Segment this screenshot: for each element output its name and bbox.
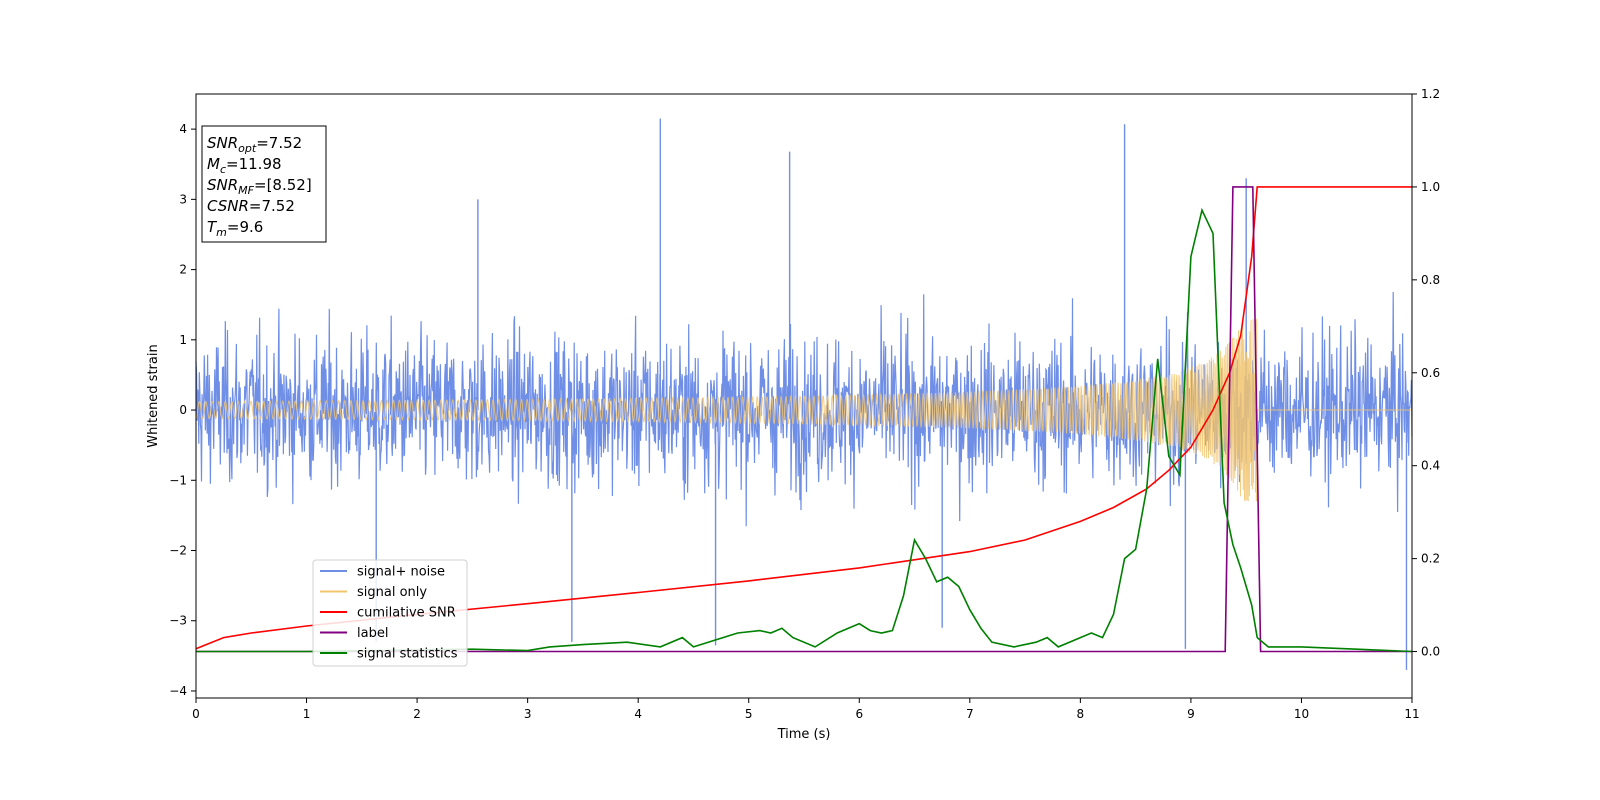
y-left-tick-label: −4	[169, 684, 187, 698]
annotation-box: SNRopt=7.52Mc=11.98SNRMF=[8.52]CSNR=7.52…	[201, 125, 327, 243]
y-right-tick-label: 0.2	[1421, 552, 1440, 566]
y-left-tick-label: 3	[179, 192, 187, 206]
x-tick-label: 5	[745, 707, 753, 721]
legend-label-2: cumilative SNR	[357, 606, 456, 621]
x-tick-label: 11	[1404, 707, 1419, 721]
y-axis-left-ticks: −4 −3 −2 −1 0 1 2 3 4	[169, 122, 196, 698]
annotation-line-2: SNRMF=[8.52]	[207, 176, 312, 197]
x-tick-label: 7	[966, 707, 974, 721]
signal-only-line	[195, 318, 1412, 502]
y-left-tick-label: −1	[169, 473, 187, 487]
annotation-line-4: Tm=9.6	[207, 218, 263, 239]
legend-label-0: signal+ noise	[357, 565, 445, 580]
y-left-tick-label: 0	[179, 403, 187, 417]
x-tick-label: 6	[855, 707, 863, 721]
x-tick-label: 9	[1187, 707, 1195, 721]
y-right-tick-label: 1.2	[1421, 87, 1440, 101]
x-tick-label: 3	[524, 707, 532, 721]
annotation-line-0: SNRopt=7.52	[207, 134, 302, 155]
legend: signal+ noise signal only cumilative SNR la…	[312, 559, 468, 667]
y-left-tick-label: −3	[169, 614, 187, 628]
x-axis-ticks: 0 1 2 3 4 5 6 7 8 9 10 11	[192, 698, 1420, 721]
series-signal-statistics	[196, 207, 1413, 653]
series-label	[196, 186, 1412, 653]
y-left-tick-label: 1	[179, 333, 187, 347]
x-axis-label: Time (s)	[777, 727, 831, 742]
legend-label-1: signal only	[357, 585, 427, 600]
y-right-tick-label: 0.0	[1421, 645, 1440, 659]
series-signal-only	[195, 318, 1412, 502]
y-axis-right-ticks: 0.0 0.2 0.4 0.6 0.8 1.0 1.2	[1412, 87, 1440, 659]
y-right-tick-label: 0.6	[1421, 366, 1440, 380]
x-tick-label: 4	[634, 707, 642, 721]
x-tick-label: 0	[192, 707, 200, 721]
y-right-tick-label: 0.4	[1421, 459, 1440, 473]
y-axis-label: Whitened strain	[146, 344, 161, 447]
legend-label-4: signal statistics	[357, 647, 458, 662]
annotation-line-1: Mc=11.98	[207, 155, 282, 176]
y-left-tick-label: −2	[169, 544, 187, 558]
y-left-tick-label: 4	[179, 122, 187, 136]
x-tick-label: 2	[413, 707, 421, 721]
y-right-tick-label: 1.0	[1421, 180, 1440, 194]
x-tick-label: 8	[1077, 707, 1085, 721]
plot-frame	[195, 93, 1413, 699]
x-tick-label: 1	[303, 707, 311, 721]
x-tick-label: 10	[1294, 707, 1309, 721]
legend-label-3: label	[357, 626, 388, 641]
y-left-tick-label: 2	[179, 263, 187, 277]
annotation-line-3: CSNR=7.52	[207, 197, 295, 215]
y-right-tick-label: 0.8	[1421, 273, 1440, 287]
